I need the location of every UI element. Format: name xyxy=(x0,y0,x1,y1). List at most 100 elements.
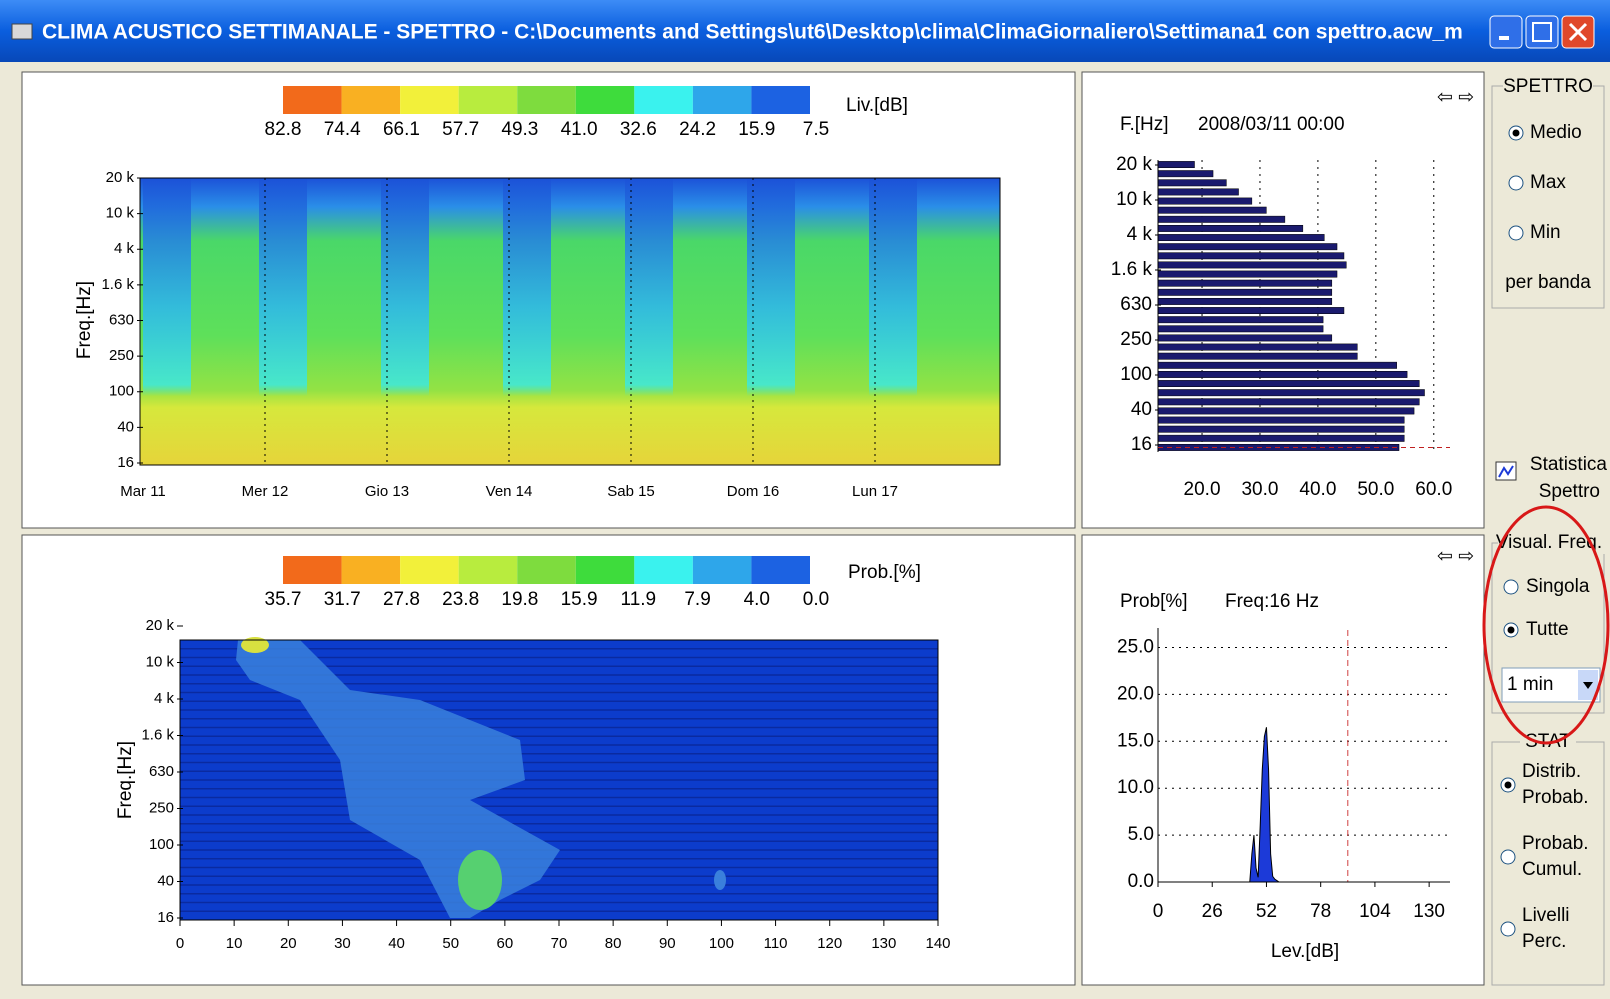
y-tick-label: 0.0 xyxy=(1128,871,1154,892)
colorbar-cell xyxy=(634,86,693,114)
statistica-label[interactable]: Spettro xyxy=(1539,481,1600,502)
maximize-button[interactable] xyxy=(1525,15,1559,49)
colorbar-cell xyxy=(692,86,752,114)
radio-label[interactable]: Min xyxy=(1530,222,1561,243)
y-axis-label: Freq.[Hz] xyxy=(115,741,136,819)
colorbar-label: 15.9 xyxy=(561,589,598,610)
freq-unit: F.[Hz] xyxy=(1120,114,1169,135)
colorbar-label: 7.9 xyxy=(684,589,710,610)
bar xyxy=(1157,416,1405,424)
colorbar-cell xyxy=(634,556,693,584)
x-tick-label: 140 xyxy=(925,935,950,952)
group-title: Visual. Freq. xyxy=(1496,532,1602,553)
radio-button[interactable] xyxy=(1508,225,1524,241)
y-tick-label: 630 xyxy=(109,311,134,328)
statistica-icon-glyph xyxy=(1498,465,1514,478)
bar xyxy=(1157,288,1333,296)
y-tick-label: 630 xyxy=(149,763,174,780)
colorbar-label: 15.9 xyxy=(738,119,775,140)
radio-label[interactable]: Livelli xyxy=(1522,905,1570,926)
y-tick-label: 20 k xyxy=(106,169,135,186)
x-tick-label: 20 xyxy=(280,935,297,952)
colorbar-label: 82.8 xyxy=(265,119,302,140)
y-tick-label: 20 k xyxy=(146,617,175,634)
y-tick-label: 16 xyxy=(1131,434,1152,455)
colorbar-cell xyxy=(283,556,342,584)
y-tick-label: 25.0 xyxy=(1117,637,1154,658)
y-tick-label: 4 k xyxy=(114,240,135,257)
y-tick-label: 630 xyxy=(1120,294,1152,315)
radio-label[interactable]: Distrib. xyxy=(1522,761,1581,782)
y-tick-label: 100 xyxy=(149,836,174,853)
x-tick-label: 0 xyxy=(176,935,184,952)
colorbar-cell xyxy=(751,556,810,584)
colorbar-unit: Liv.[dB] xyxy=(846,95,908,116)
y-tick-label: 250 xyxy=(1120,329,1152,350)
bar xyxy=(1157,380,1420,388)
colorbar-label: 19.8 xyxy=(501,589,538,610)
y-tick-label: 10 k xyxy=(146,653,175,670)
group-title-bg xyxy=(1503,76,1593,96)
radio-label[interactable]: Singola xyxy=(1526,576,1590,597)
app-icon xyxy=(11,23,33,40)
probability-peak xyxy=(458,850,502,910)
colorbar-label: 41.0 xyxy=(561,119,598,140)
radio-label[interactable]: Cumul. xyxy=(1522,859,1582,880)
night-band xyxy=(869,178,917,465)
title-bar xyxy=(0,0,1610,62)
colorbar-label: 24.2 xyxy=(679,119,716,140)
x-tick-label: 0 xyxy=(1153,901,1164,922)
radio-label[interactable]: Probab. xyxy=(1522,787,1589,808)
y-tick-label: 10 k xyxy=(106,205,135,222)
radio-button[interactable] xyxy=(1500,921,1516,937)
bar xyxy=(1157,316,1324,324)
x-tick-label: 60.0 xyxy=(1415,479,1452,500)
colorbar-cell xyxy=(458,86,518,114)
y-tick-label: 10 k xyxy=(1116,189,1152,210)
minimize-button[interactable] xyxy=(1489,15,1523,49)
y-tick-label: 100 xyxy=(109,383,134,400)
y-tick-label: 1.6 k xyxy=(1111,259,1153,280)
colorbar-cell xyxy=(517,86,576,114)
radio-label[interactable]: Max xyxy=(1530,172,1566,193)
x-tick-label: 80 xyxy=(605,935,622,952)
colorbar-label: 57.7 xyxy=(442,119,479,140)
colorbar-label: 0.0 xyxy=(803,589,829,610)
bar xyxy=(1157,343,1358,351)
y-tick-label: 16 xyxy=(157,909,174,926)
x-tick-label: 110 xyxy=(764,935,788,952)
probability-peak xyxy=(241,637,269,653)
x-tick-label: 104 xyxy=(1359,901,1391,922)
spectrogram-frame xyxy=(139,177,1001,466)
radio-button[interactable] xyxy=(1508,175,1524,191)
y-tick-label: 100 xyxy=(1120,364,1152,385)
bar xyxy=(1157,270,1338,278)
y-axis-label: Prob[%] xyxy=(1120,591,1188,612)
radio-label[interactable]: Perc. xyxy=(1522,931,1566,952)
colorbar-label: 27.8 xyxy=(383,589,420,610)
radio-dot xyxy=(1507,626,1515,634)
y-tick-label: 40 xyxy=(1131,399,1152,420)
statistica-label[interactable]: Statistica xyxy=(1530,454,1608,475)
nav-arrows[interactable]: ⇦ ⇨ xyxy=(1437,546,1474,567)
x-tick-label: Gio 13 xyxy=(365,483,409,500)
close-icon xyxy=(1568,22,1588,42)
y-tick-label: 40 xyxy=(157,872,174,889)
bar xyxy=(1157,234,1325,242)
colorbar-cell xyxy=(751,86,810,114)
bar xyxy=(1157,261,1347,269)
radio-button[interactable] xyxy=(1500,849,1516,865)
radio-button[interactable] xyxy=(1503,579,1519,595)
colorbar-label: 4.0 xyxy=(744,589,770,610)
night-band xyxy=(503,178,551,465)
radio-label[interactable]: Tutte xyxy=(1526,619,1569,640)
colorbar-label: 74.4 xyxy=(324,119,361,140)
bar xyxy=(1157,425,1405,433)
group-title: SPETTRO xyxy=(1503,76,1593,97)
nav-arrows[interactable]: ⇦ ⇨ xyxy=(1437,87,1474,108)
radio-label[interactable]: Medio xyxy=(1530,122,1582,143)
y-tick-label: 5.0 xyxy=(1128,824,1154,845)
night-band xyxy=(143,178,191,465)
radio-label[interactable]: Probab. xyxy=(1522,833,1589,854)
